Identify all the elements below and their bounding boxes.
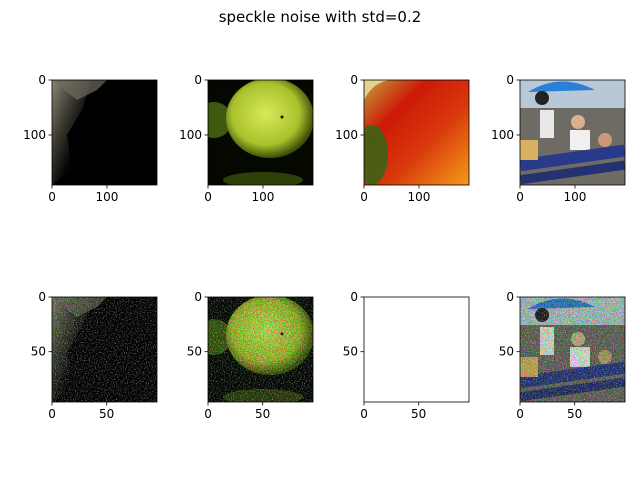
y-tick-label: 100: [179, 128, 202, 142]
y-tick-label: 0: [38, 73, 46, 87]
axes-frame: [519, 79, 626, 186]
axes-frame: [207, 296, 314, 403]
y-tick-label: 0: [506, 73, 514, 87]
x-tick-label: 0: [360, 407, 368, 421]
x-tick-label: 100: [408, 190, 431, 204]
y-tick-label: 0: [506, 290, 514, 304]
y-tick-label: 100: [23, 128, 46, 142]
axes-frame: [51, 296, 158, 403]
axes-frame: [51, 79, 158, 186]
y-tick-label: 50: [31, 345, 46, 359]
image-panel-1-2: 0 0 100 100: [179, 73, 314, 204]
x-tick-label: 0: [360, 190, 368, 204]
y-tick-label: 0: [350, 73, 358, 87]
y-tick-label: 0: [350, 290, 358, 304]
x-tick-label: 50: [99, 407, 114, 421]
y-tick-label: 100: [491, 128, 514, 142]
image-panel-2-1: 0 0 50 50: [31, 290, 158, 421]
panel-image: [520, 297, 625, 402]
y-tick-label: 50: [499, 345, 514, 359]
y-tick-label: 0: [38, 290, 46, 304]
image-panel-1-3: 0 0 100 100: [335, 73, 470, 204]
axes-frame: [363, 296, 470, 403]
image-panel-1-4: 0 0 100 100: [491, 73, 626, 204]
x-tick-label: 50: [255, 407, 270, 421]
panel-image: [208, 80, 313, 185]
image-panel-1-1: 0 0 100 100: [23, 73, 158, 204]
y-tick-label: 100: [335, 128, 358, 142]
panel-image: [52, 80, 157, 185]
y-tick-label: 0: [194, 73, 202, 87]
panel-grid: 0010010000100100001001000010010000505000…: [23, 73, 626, 421]
figure-title: speckle noise with std=0.2: [219, 8, 422, 26]
image-panel-2-4: 0 0 50 50: [499, 290, 626, 421]
x-tick-label: 0: [48, 190, 56, 204]
axes-frame: [363, 79, 470, 186]
x-tick-label: 100: [564, 190, 587, 204]
y-tick-label: 50: [187, 345, 202, 359]
x-tick-label: 100: [96, 190, 119, 204]
axes-frame: [207, 79, 314, 186]
x-tick-label: 0: [516, 407, 524, 421]
y-tick-label: 50: [343, 345, 358, 359]
x-tick-label: 0: [204, 190, 212, 204]
image-panel-2-2: 0 0 50 50: [187, 290, 314, 421]
panel-image: [364, 80, 469, 185]
panel-image: [520, 80, 625, 185]
y-tick-label: 0: [194, 290, 202, 304]
x-tick-label: 0: [48, 407, 56, 421]
x-tick-label: 0: [204, 407, 212, 421]
x-tick-label: 100: [252, 190, 275, 204]
x-tick-label: 0: [516, 190, 524, 204]
image-panel-2-3: 0 0 50 50: [343, 290, 470, 421]
axes-frame: [519, 296, 626, 403]
x-tick-label: 50: [567, 407, 582, 421]
panel-image: [52, 297, 157, 402]
panel-image: [208, 297, 313, 402]
x-tick-label: 50: [411, 407, 426, 421]
